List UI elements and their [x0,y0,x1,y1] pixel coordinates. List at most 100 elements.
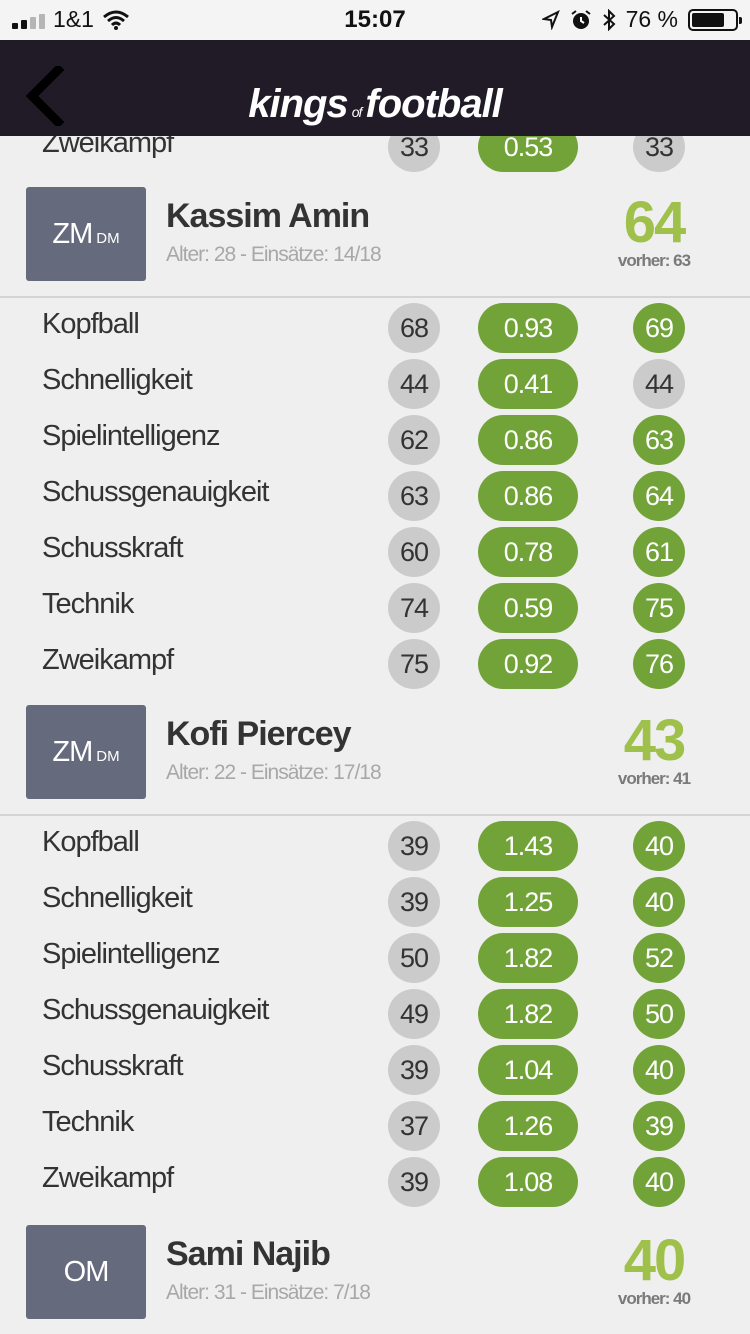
stat-old-value: 49 [388,989,440,1039]
player-rating: 40 [623,1228,687,1293]
stat-label: Spielintelligenz [42,938,220,970]
bluetooth-icon [602,8,616,31]
player-card-header[interactable]: ZM DM Kassim Amin Alter: 28 - Einsätze: 14/… [0,187,750,297]
stat-old-value: 39 [388,877,440,927]
status-bar: 1&1 15:07 76 % [0,0,750,40]
position-badge: ZM DM [26,705,146,799]
stat-label: Spielintelligenz [42,420,220,452]
stat-label: Zweikampf [42,1162,174,1194]
stat-new-value: 75 [633,583,685,633]
stat-row: Kopfball 68 0.93 69 [0,300,750,356]
app-logo: kings of football [0,82,750,127]
player-meta: Alter: 31 - Einsätze: 7/18 [166,1281,371,1304]
stat-new-value: 40 [633,1045,685,1095]
stat-row: Schussgenauigkeit 49 1.82 50 [0,986,750,1042]
carrier-name: 1&1 [53,6,94,32]
stat-new-value: 69 [633,303,685,353]
stat-new-value: 40 [633,821,685,871]
back-chevron-icon[interactable] [22,66,70,126]
stat-old-value: 63 [388,471,440,521]
stat-new-value: 50 [633,989,685,1039]
position-badge: OM [26,1225,146,1319]
stat-old-value: 60 [388,527,440,577]
stat-old-value: 68 [388,303,440,353]
wifi-icon [102,10,129,30]
status-left: 1&1 [12,6,130,33]
section-divider [0,814,750,816]
stat-row: Schusskraft 60 0.78 61 [0,524,750,580]
stat-factor-value: 0.86 [478,471,578,521]
stat-row: Spielintelligenz 50 1.82 52 [0,930,750,986]
stat-old-value: 37 [388,1101,440,1151]
stat-label: Kopfball [42,826,140,858]
stat-label: Schussgenauigkeit [42,476,269,508]
stat-label: Schusskraft [42,1050,183,1082]
stat-label: Technik [42,588,134,620]
stat-factor-value: 1.08 [478,1157,578,1207]
stat-label: Technik [42,1106,134,1138]
stat-old-value: 44 [388,359,440,409]
stat-old-value: 74 [388,583,440,633]
stat-row: Schusskraft 39 1.04 40 [0,1042,750,1098]
stat-factor-value: 1.04 [478,1045,578,1095]
stat-factor-value: 0.86 [478,415,578,465]
stat-factor-value: 1.82 [478,933,578,983]
position-secondary: DM [96,747,120,765]
stat-new-value: 40 [633,1157,685,1207]
position-badge: ZM DM [26,187,146,281]
player-name: Kofi Piercey [166,715,352,753]
position-main: ZM [52,735,93,768]
stat-row: Kopfball 39 1.43 40 [0,818,750,874]
stat-new-value: 76 [633,639,685,689]
stat-new-value: 64 [633,471,685,521]
logo-text-of: of [351,104,363,120]
stat-factor-value: 0.41 [478,359,578,409]
stat-factor-value: 0.93 [478,303,578,353]
alarm-clock-icon [570,9,591,29]
position-main: ZM [52,217,93,250]
player-name: Kassim Amin [166,197,370,235]
stat-factor-value: 0.59 [478,583,578,633]
stat-row: Schussgenauigkeit 63 0.86 64 [0,468,750,524]
player-meta: Alter: 28 - Einsätze: 14/18 [166,243,382,266]
stat-factor-value: 1.25 [478,877,578,927]
signal-strength-icon [12,11,45,29]
stat-row: Technik 37 1.26 39 [0,1098,750,1154]
stat-row: Spielintelligenz 62 0.86 63 [0,412,750,468]
player-rating: 64 [623,190,687,255]
section-divider [0,296,750,298]
player-card-header[interactable]: OM Sami Najib Alter: 31 - Einsätze: 7/18 40… [0,1225,750,1334]
stat-old-value: 62 [388,415,440,465]
stat-label: Schusskraft [42,532,183,564]
stat-old-value: 75 [388,639,440,689]
logo-text-football: football [365,82,502,126]
stat-old-value: 39 [388,1045,440,1095]
position-main: OM [63,1255,110,1288]
battery-percent: 76 % [625,6,678,32]
player-name: Sami Najib [166,1235,331,1273]
stat-row: Schnelligkeit 44 0.41 44 [0,356,750,412]
player-previous-rating: vorher: 63 [617,251,691,270]
player-card-header[interactable]: ZM DM Kofi Piercey Alter: 22 - Einsätze: 17… [0,705,750,815]
stat-old-value: 50 [388,933,440,983]
stat-label: Schnelligkeit [42,364,193,396]
stat-new-value: 39 [633,1101,685,1151]
status-time: 15:07 [344,6,406,33]
battery-fill [692,12,724,27]
player-meta: Alter: 22 - Einsätze: 17/18 [166,761,382,784]
stat-factor-value: 1.82 [478,989,578,1039]
stat-old-value: 39 [388,821,440,871]
stat-row: Zweikampf 75 0.92 76 [0,636,750,692]
player-previous-rating: vorher: 41 [617,769,691,788]
stat-old-value: 39 [388,1157,440,1207]
location-arrow-icon [541,9,560,30]
status-right: 76 % [541,6,742,33]
stat-factor-value: 0.78 [478,527,578,577]
stat-new-value: 61 [633,527,685,577]
stat-label: Schnelligkeit [42,882,193,914]
nav-header: kings of football [0,40,750,136]
stat-row: Technik 74 0.59 75 [0,580,750,636]
stat-factor-value: 1.26 [478,1101,578,1151]
stat-label: Zweikampf [42,644,174,676]
